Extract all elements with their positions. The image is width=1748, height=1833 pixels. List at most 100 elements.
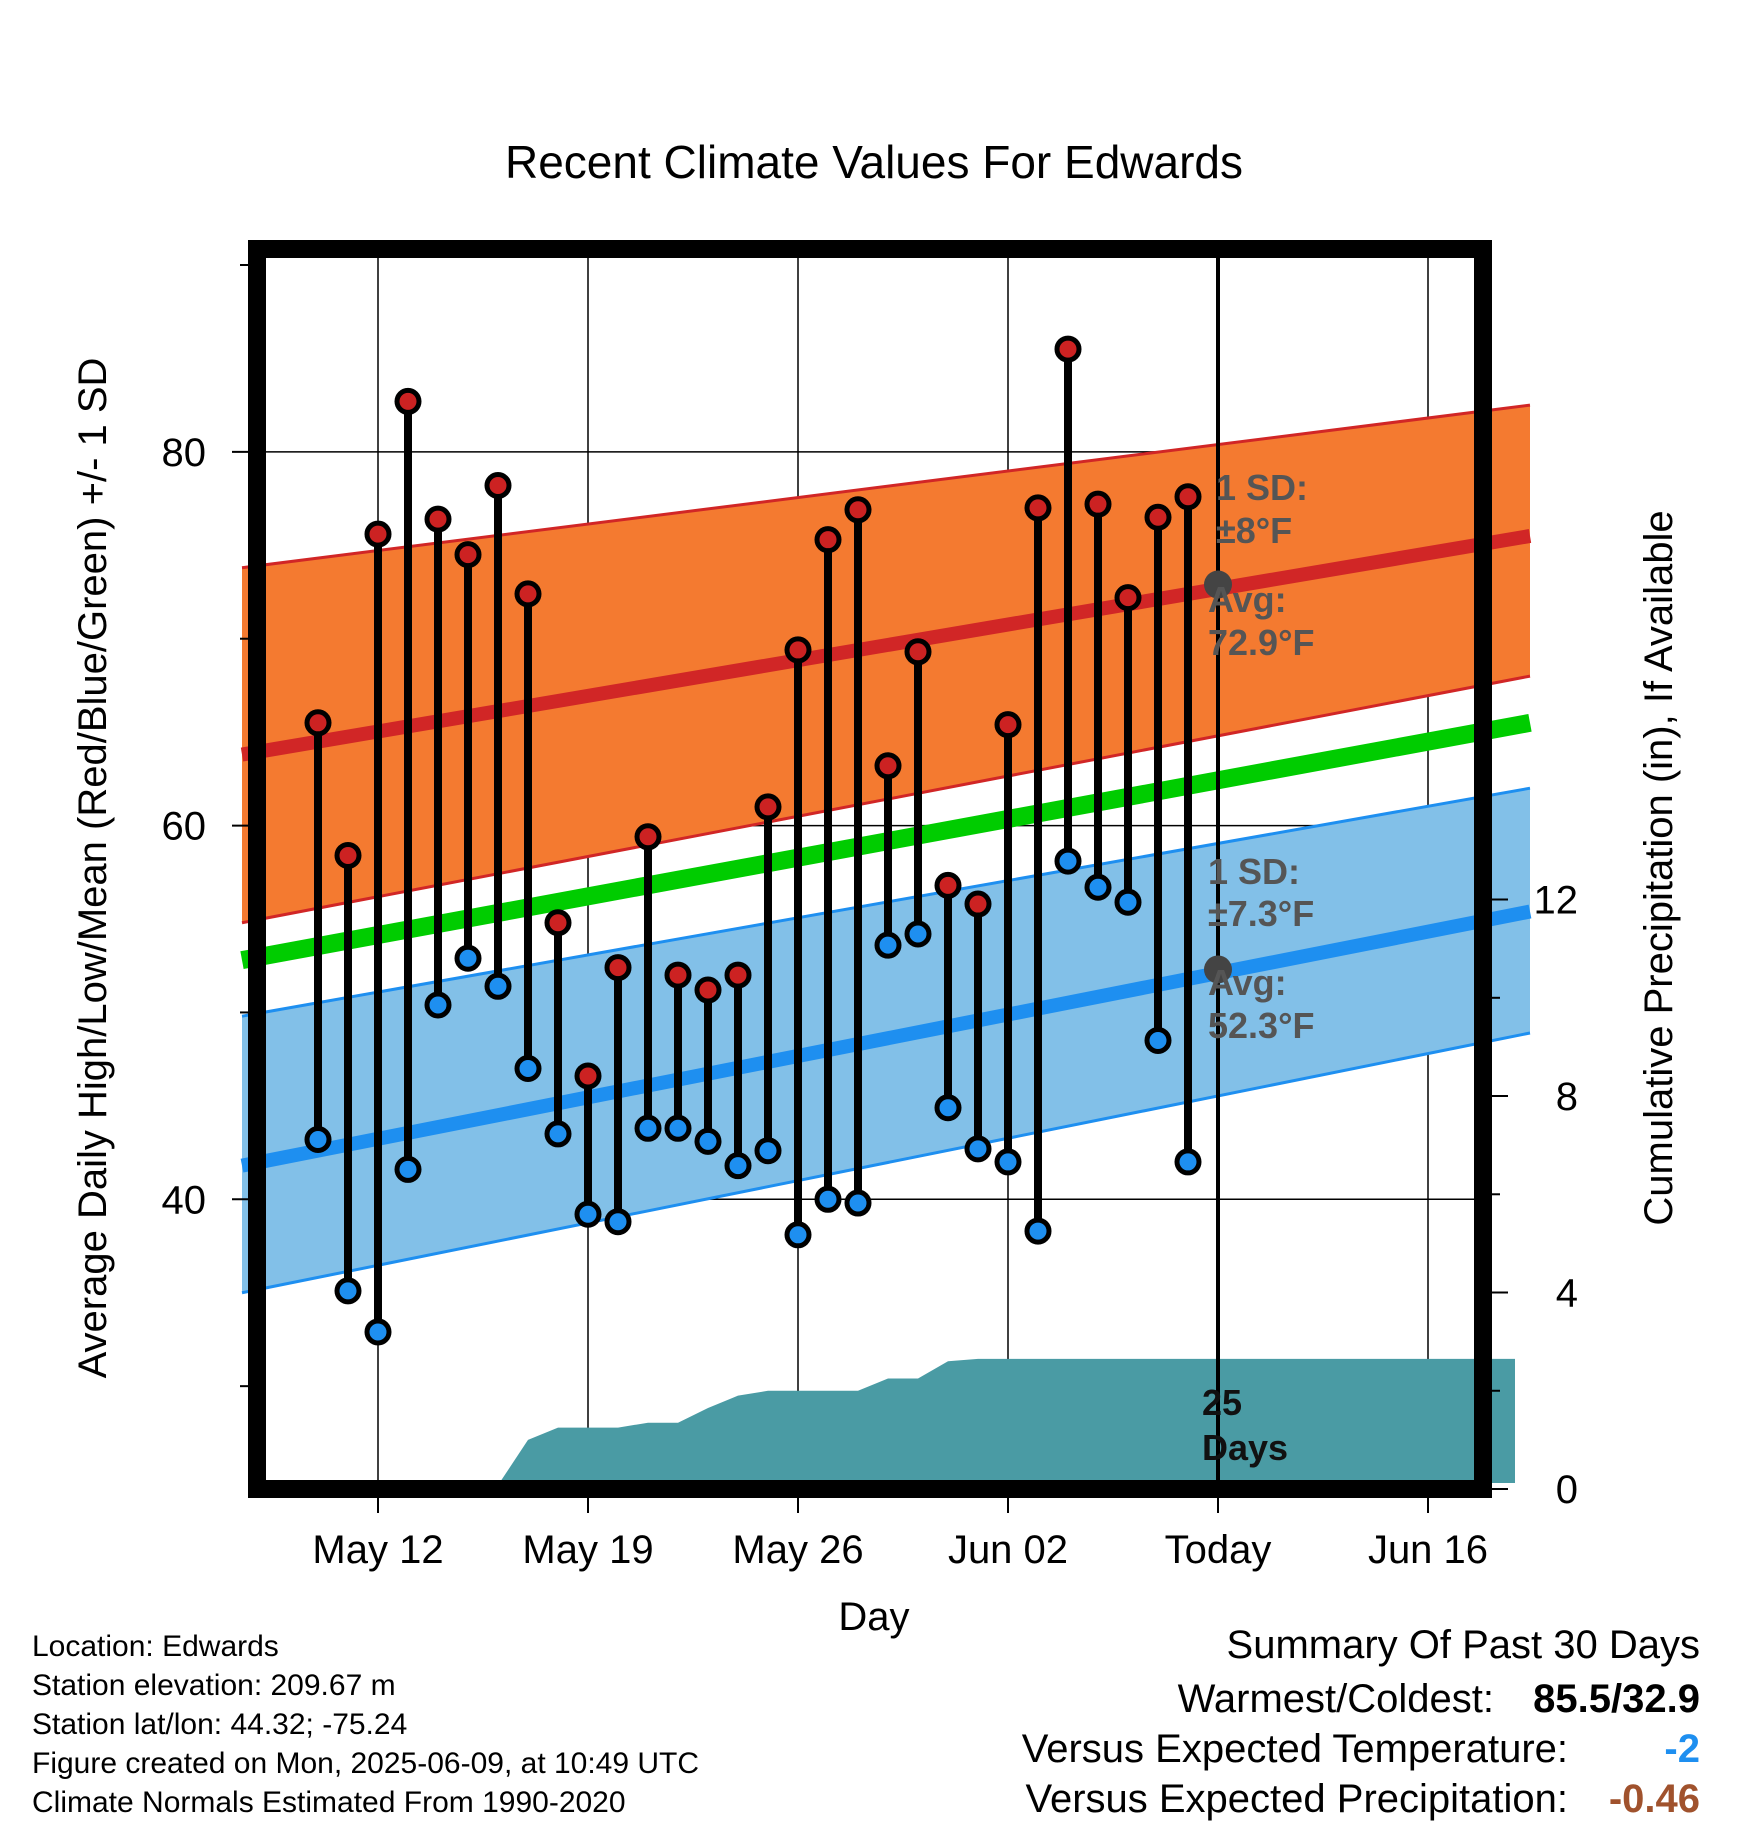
- day-low-point: [664, 1114, 692, 1142]
- station-latlon: Station lat/lon: 44.32; -75.24: [32, 1708, 407, 1741]
- day-high-point: [424, 505, 452, 533]
- day-high-point: [994, 711, 1022, 739]
- day-low-point: [514, 1054, 542, 1082]
- precip-anomaly-label: Versus Expected Precipitation:: [1025, 1777, 1568, 1821]
- day-low-point: [1024, 1217, 1052, 1245]
- low-avg-label: Avg:: [1208, 962, 1287, 1003]
- day-high-point: [514, 580, 542, 608]
- day-high-point: [1054, 335, 1082, 363]
- high-normal-annotation: 1 SD: ±8°F Avg: 72.9°F: [1208, 467, 1314, 663]
- summary-title: Summary Of Past 30 Days: [1227, 1623, 1700, 1667]
- day-low-point: [904, 920, 932, 948]
- day-high-point: [724, 961, 752, 989]
- station-location: Location: Edwards: [32, 1630, 279, 1663]
- day-low-point: [1144, 1026, 1172, 1054]
- day-low-point: [784, 1221, 812, 1249]
- y-tick-label-left: 80: [162, 431, 207, 475]
- x-tick-label: Jun 02: [948, 1528, 1068, 1572]
- y-axis-label-right: Cumulative Precipitation (in), If Availa…: [1637, 510, 1681, 1225]
- chart-title: Recent Climate Values For Edwards: [505, 136, 1243, 188]
- day-low-point: [394, 1155, 422, 1183]
- day-low-point: [304, 1126, 332, 1154]
- day-high-point: [574, 1062, 602, 1090]
- normal-bands: [240, 403, 1532, 1295]
- day-low-point: [1114, 888, 1142, 916]
- day-low-point: [934, 1094, 962, 1122]
- day-low-point: [1174, 1148, 1202, 1176]
- low-avg-line: [240, 904, 1532, 1173]
- low-avg-value: 52.3°F: [1208, 1005, 1314, 1046]
- daily-values: [304, 335, 1202, 1346]
- day-high-point: [364, 520, 392, 548]
- day-low-point: [814, 1185, 842, 1213]
- low-sd-band-lower-edge: [241, 1031, 1531, 1295]
- warmest-coldest-label: Warmest/Coldest:: [1178, 1677, 1494, 1721]
- day-high-point: [1114, 584, 1142, 612]
- x-tick-label: Jun 16: [1368, 1528, 1488, 1572]
- y-tick-label-right: 0: [1556, 1468, 1578, 1512]
- x-tick-label: Today: [1165, 1528, 1272, 1572]
- day-high-point: [874, 752, 902, 780]
- x-tick-label: May 12: [312, 1528, 443, 1572]
- day-high-point: [694, 976, 722, 1004]
- day-low-point: [334, 1277, 362, 1305]
- day-low-point: [424, 991, 452, 1019]
- y-tick-label-right: 4: [1556, 1272, 1578, 1316]
- y-tick-label-right: 8: [1556, 1075, 1578, 1119]
- precip-area-group: [316, 1358, 1515, 1483]
- day-low-point: [694, 1127, 722, 1155]
- precip-anomaly-value: -0.46: [1609, 1777, 1700, 1821]
- day-high-point: [304, 709, 332, 737]
- day-low-point: [754, 1137, 782, 1165]
- day-low-point: [364, 1318, 392, 1346]
- high-sd-value: ±8°F: [1216, 510, 1292, 551]
- precip-days-number: 25: [1202, 1382, 1242, 1423]
- high-avg-line: [240, 529, 1532, 762]
- high-avg-label: Avg:: [1208, 579, 1287, 620]
- day-high-point: [484, 471, 512, 499]
- high-sd-label: 1 SD:: [1216, 467, 1308, 508]
- day-low-point: [1084, 873, 1112, 901]
- day-low-point: [544, 1120, 572, 1148]
- day-low-point: [1054, 847, 1082, 875]
- day-low-point: [964, 1135, 992, 1163]
- plot-frame-group: [248, 240, 1492, 1498]
- axis-ticks: 40 60 80 0 4 8 12 May 12 May 19 May 26 Jun 02 Today…: [162, 246, 1579, 1572]
- plot-frame: [248, 240, 1492, 1498]
- day-low-point: [994, 1148, 1022, 1176]
- day-low-point: [454, 944, 482, 972]
- x-axis-label: Day: [838, 1595, 909, 1639]
- today-low-avg-dot: [1204, 955, 1232, 984]
- day-low-point: [574, 1200, 602, 1228]
- day-low-point: [874, 931, 902, 959]
- high-sd-band: [242, 405, 1530, 923]
- day-high-point: [544, 909, 572, 937]
- low-normal-annotation: 1 SD: ±7.3°F Avg: 52.3°F: [1208, 851, 1314, 1046]
- day-high-point: [604, 954, 632, 982]
- warmest-coldest-value: 85.5/32.9: [1533, 1677, 1700, 1721]
- x-tick-label: May 26: [732, 1528, 863, 1572]
- day-low-point: [844, 1189, 872, 1217]
- y-tick-label-right: 12: [1534, 879, 1579, 923]
- day-high-point: [334, 841, 362, 869]
- day-high-point: [394, 387, 422, 415]
- day-high-point: [1174, 483, 1202, 511]
- day-low-point: [634, 1114, 662, 1142]
- temp-anomaly-label: Versus Expected Temperature:: [1022, 1727, 1568, 1771]
- day-high-point: [964, 890, 992, 918]
- low-sd-value: ±7.3°F: [1208, 893, 1314, 934]
- low-sd-label: 1 SD:: [1208, 851, 1300, 892]
- day-high-point: [934, 871, 962, 899]
- temp-anomaly-value: -2: [1664, 1727, 1700, 1771]
- day-low-point: [484, 972, 512, 1000]
- today-high-avg-dot: [1204, 570, 1232, 599]
- day-high-point: [754, 793, 782, 821]
- day-high-point: [784, 636, 812, 664]
- day-high-point: [664, 961, 692, 989]
- summary-block: Summary Of Past 30 Days Warmest/Coldest:…: [1022, 1623, 1700, 1821]
- station-elevation: Station elevation: 209.67 m: [32, 1669, 396, 1702]
- high-avg-value: 72.9°F: [1208, 622, 1314, 663]
- day-high-point: [904, 638, 932, 666]
- day-low-point: [604, 1208, 632, 1236]
